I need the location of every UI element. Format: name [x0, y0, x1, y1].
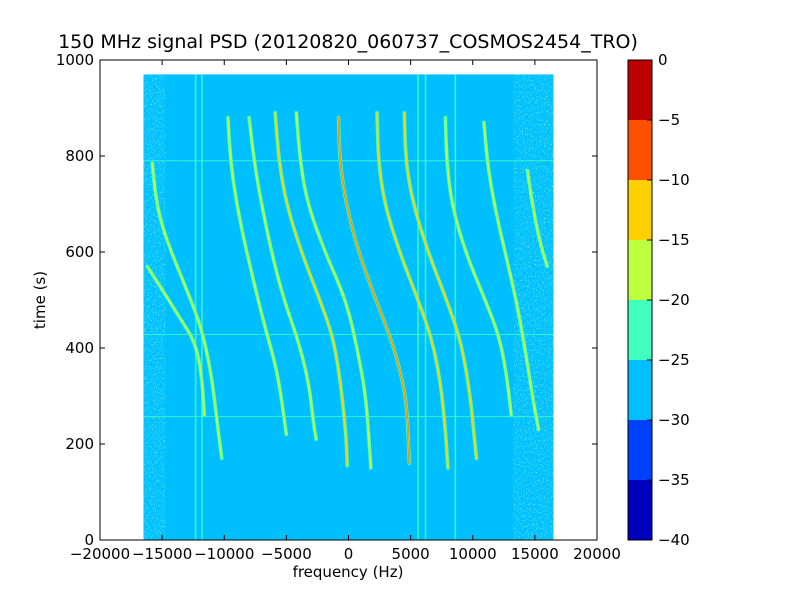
colorbar-segment: [628, 480, 652, 540]
trace-highlight-6: [338, 117, 410, 464]
colorbar-segment: [628, 420, 652, 480]
x-tick-label: −15000: [132, 545, 192, 563]
trace-11: [526, 169, 549, 268]
y-tick-label: 200: [65, 435, 94, 453]
colorbar-tick-label: −10: [658, 171, 690, 189]
y-tick-label: 600: [65, 243, 94, 261]
x-tick-label: −10000: [194, 545, 254, 563]
trace-8: [403, 111, 478, 460]
x-tick-label: 0: [344, 545, 354, 563]
trace-7: [376, 111, 449, 469]
x-tick-label: 20000: [573, 545, 621, 563]
y-tick-label: 1000: [56, 51, 94, 69]
colorbar-segment: [628, 120, 652, 180]
y-axis-label: time (s): [31, 271, 49, 329]
y-tick-label: 800: [65, 147, 94, 165]
colorbar-tick-label: −35: [658, 471, 690, 489]
x-tick-label: 5000: [392, 545, 430, 563]
trace-2: [227, 116, 288, 436]
colorbar-tick-label: −15: [658, 231, 690, 249]
colorbar-tick-label: −30: [658, 411, 690, 429]
colorbar-segment: [628, 60, 652, 120]
colorbar-tick-label: −25: [658, 351, 690, 369]
right-noise-edge: [513, 74, 554, 540]
trace-1: [146, 265, 206, 417]
x-tick-label: 15000: [511, 545, 559, 563]
y-tick-label: 0: [84, 531, 94, 549]
colorbar-segment: [628, 180, 652, 240]
x-tick-label: −5000: [261, 545, 312, 563]
trace-0: [151, 162, 223, 460]
colorbar-tick-label: −40: [658, 531, 690, 549]
trace-3: [248, 116, 318, 441]
chart-title: 150 MHz signal PSD (20120820_060737_COSM…: [58, 31, 638, 53]
colorbar: −40 −35 −30 −25 −20 −15 −10 −5 0: [627, 51, 690, 549]
x-axis: −20000 −15000 −10000 −5000 0 5000 10000 15000 20…: [70, 60, 621, 563]
y-axis: 0 200 400 600 800 1000: [56, 51, 597, 549]
left-noise-edge: [143, 74, 166, 540]
spectrogram-data: [143, 74, 554, 540]
colorbar-segment: [628, 240, 652, 300]
x-tick-label: 10000: [449, 545, 497, 563]
colorbar-segment: [628, 360, 652, 420]
trace-4: [274, 111, 349, 467]
colorbar-tick-label: −5: [658, 111, 680, 129]
x-axis-label: frequency (Hz): [293, 563, 404, 581]
colorbar-tick-label: −20: [658, 291, 690, 309]
trace-10: [483, 121, 540, 431]
trace-5: [295, 111, 372, 469]
colorbar-tick-label: 0: [658, 51, 668, 69]
trace-9: [444, 116, 513, 417]
colorbar-segment: [628, 300, 652, 360]
x-tick-label: −20000: [70, 545, 130, 563]
y-tick-label: 400: [65, 339, 94, 357]
